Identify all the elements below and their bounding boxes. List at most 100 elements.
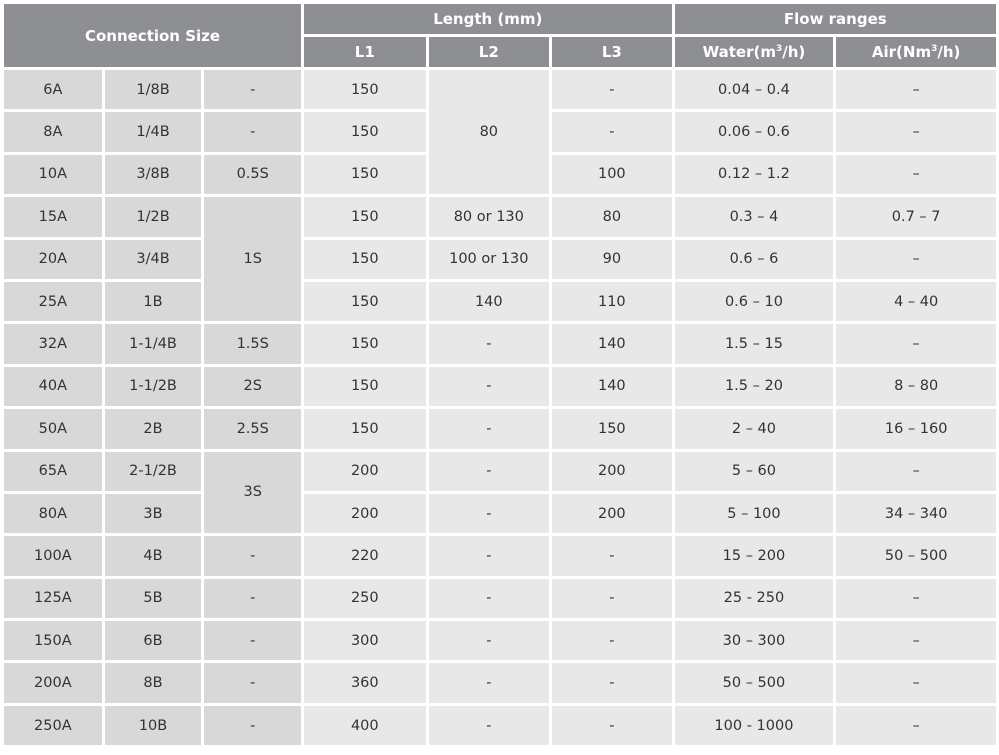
water-label: Water(m bbox=[702, 43, 776, 61]
header-l1: L1 bbox=[304, 37, 426, 67]
cell-size-b: 2-1/2B bbox=[104, 451, 202, 491]
cell-l2: - bbox=[428, 663, 550, 703]
cell-air-flow: 34 – 340 bbox=[836, 493, 996, 534]
cell-size-b: 5B bbox=[104, 578, 202, 619]
cell-l1: 150 bbox=[304, 324, 426, 364]
cell-l3: - bbox=[552, 536, 672, 576]
cell-l1: 150 bbox=[304, 366, 426, 407]
cell-air-flow: 4 – 40 bbox=[836, 281, 996, 322]
cell-l2: - bbox=[428, 409, 550, 449]
cell-size-a: 6A bbox=[4, 70, 102, 110]
table-row: 150A 6B -300- -30 – 300– bbox=[4, 621, 996, 661]
cell-water-flow: 0.06 – 0.6 bbox=[674, 112, 834, 152]
air-label: Air(Nm bbox=[871, 43, 932, 61]
cell-size-s: - bbox=[204, 621, 302, 661]
cell-l3: 200 bbox=[552, 451, 672, 491]
cell-size-s: - bbox=[204, 705, 302, 746]
cell-air-flow: – bbox=[836, 663, 996, 703]
cell-l3: 80 bbox=[552, 197, 672, 237]
cell-l3: 150 bbox=[552, 409, 672, 449]
cell-size-b: 10B bbox=[104, 705, 202, 746]
cell-water-flow: 0.3 – 4 bbox=[674, 197, 834, 237]
cell-size-a: 80A bbox=[4, 493, 102, 534]
cell-size-b: 6B bbox=[104, 621, 202, 661]
cell-air-flow: – bbox=[836, 154, 996, 195]
cell-air-flow: 8 – 80 bbox=[836, 366, 996, 407]
cell-l3: - bbox=[552, 578, 672, 619]
table-row: 50A 2B 2.5S 150-150 2 – 40 16 – 160 bbox=[4, 409, 996, 449]
cell-l3: - bbox=[552, 112, 672, 152]
cell-l1: 300 bbox=[304, 621, 426, 661]
table-row: 6A 1/8B -150 80-0.04 – 0.4– bbox=[4, 70, 996, 195]
cell-size-a: 50A bbox=[4, 409, 102, 449]
table-row: 40A 1-1/2B 2S 150-140 1.5 – 20 8 – 80 bbox=[4, 366, 996, 407]
cell-l2: - bbox=[428, 621, 550, 661]
table-row: 15A 1/2B 1S 150 80 or 130 80 0.3 – 4 0.7 – 7 bbox=[4, 197, 996, 322]
cell-air-flow: – bbox=[836, 70, 996, 110]
table-row: 8A 1/4B -150-0.06 – 0.6– bbox=[4, 112, 996, 152]
cell-water-flow: 30 – 300 bbox=[674, 621, 834, 661]
table-row: 65A 2-1/2B 3S 200-200 5 – 60– bbox=[4, 451, 996, 534]
cell-water-flow: 5 – 100 bbox=[674, 493, 834, 534]
cell-size-s: - bbox=[204, 578, 302, 619]
table-row: 20A 3/4B 150 100 or 130 90 0.6 – 6– bbox=[4, 239, 996, 279]
cell-water-flow: 2 – 40 bbox=[674, 409, 834, 449]
header-flow-ranges: Flow ranges bbox=[674, 4, 996, 34]
cell-size-b: 1/8B bbox=[104, 70, 202, 110]
air-unit: /h) bbox=[937, 43, 961, 61]
cell-size-a: 125A bbox=[4, 578, 102, 619]
cell-size-a: 40A bbox=[4, 366, 102, 407]
cell-l1: 150 bbox=[304, 281, 426, 322]
table-row: 32A 1-1/4B 1.5S 150-140 1.5 – 15– bbox=[4, 324, 996, 364]
cell-size-s: 0.5S bbox=[204, 154, 302, 195]
cell-size-a: 65A bbox=[4, 451, 102, 491]
cell-l1: 360 bbox=[304, 663, 426, 703]
table-row: 100A 4B -220- -15 – 200 50 – 500 bbox=[4, 536, 996, 576]
cell-l3: - bbox=[552, 621, 672, 661]
cell-water-flow: 15 – 200 bbox=[674, 536, 834, 576]
cell-water-flow: 50 – 500 bbox=[674, 663, 834, 703]
cell-air-flow: – bbox=[836, 239, 996, 279]
cell-l2: - bbox=[428, 366, 550, 407]
cell-l2: 100 or 130 bbox=[428, 239, 550, 279]
cell-size-s: - bbox=[204, 112, 302, 152]
cell-l3: 140 bbox=[552, 366, 672, 407]
cell-l1: 150 bbox=[304, 409, 426, 449]
cell-air-flow: 50 – 500 bbox=[836, 536, 996, 576]
cell-size-a: 200A bbox=[4, 663, 102, 703]
cell-water-flow: 1.5 – 15 bbox=[674, 324, 834, 364]
cell-size-s: 1.5S bbox=[204, 324, 302, 364]
cell-size-b: 2B bbox=[104, 409, 202, 449]
cell-water-flow: 0.04 – 0.4 bbox=[674, 70, 834, 110]
cell-water-flow: 25 - 250 bbox=[674, 578, 834, 619]
table-row: 250A 10B -400- -100 - 1000– bbox=[4, 705, 996, 746]
cell-l1: 400 bbox=[304, 705, 426, 746]
cell-size-a: 20A bbox=[4, 239, 102, 279]
cell-l1: 150 bbox=[304, 70, 426, 110]
cell-size-a: 150A bbox=[4, 621, 102, 661]
header-length: Length (mm) bbox=[304, 4, 672, 34]
table-row: 200A 8B -360- -50 – 500– bbox=[4, 663, 996, 703]
cell-l3: 140 bbox=[552, 324, 672, 364]
cell-l2: - bbox=[428, 324, 550, 364]
cell-l3: - bbox=[552, 663, 672, 703]
cell-size-a: 10A bbox=[4, 154, 102, 195]
cell-air-flow: 0.7 – 7 bbox=[836, 197, 996, 237]
cell-l1: 220 bbox=[304, 536, 426, 576]
cell-l1: 250 bbox=[304, 578, 426, 619]
water-sup: 3 bbox=[775, 44, 783, 54]
cell-size-b: 4B bbox=[104, 536, 202, 576]
cell-l3: 90 bbox=[552, 239, 672, 279]
cell-size-b: 1/2B bbox=[104, 197, 202, 237]
cell-size-b: 3B bbox=[104, 493, 202, 534]
cell-size-b: 3/4B bbox=[104, 239, 202, 279]
cell-air-flow: – bbox=[836, 621, 996, 661]
cell-size-b: 1B bbox=[104, 281, 202, 322]
cell-l3: - bbox=[552, 705, 672, 746]
cell-size-a: 8A bbox=[4, 112, 102, 152]
cell-air-flow: – bbox=[836, 705, 996, 746]
cell-l2: 140 bbox=[428, 281, 550, 322]
cell-air-flow: – bbox=[836, 578, 996, 619]
cell-l2: - bbox=[428, 578, 550, 619]
